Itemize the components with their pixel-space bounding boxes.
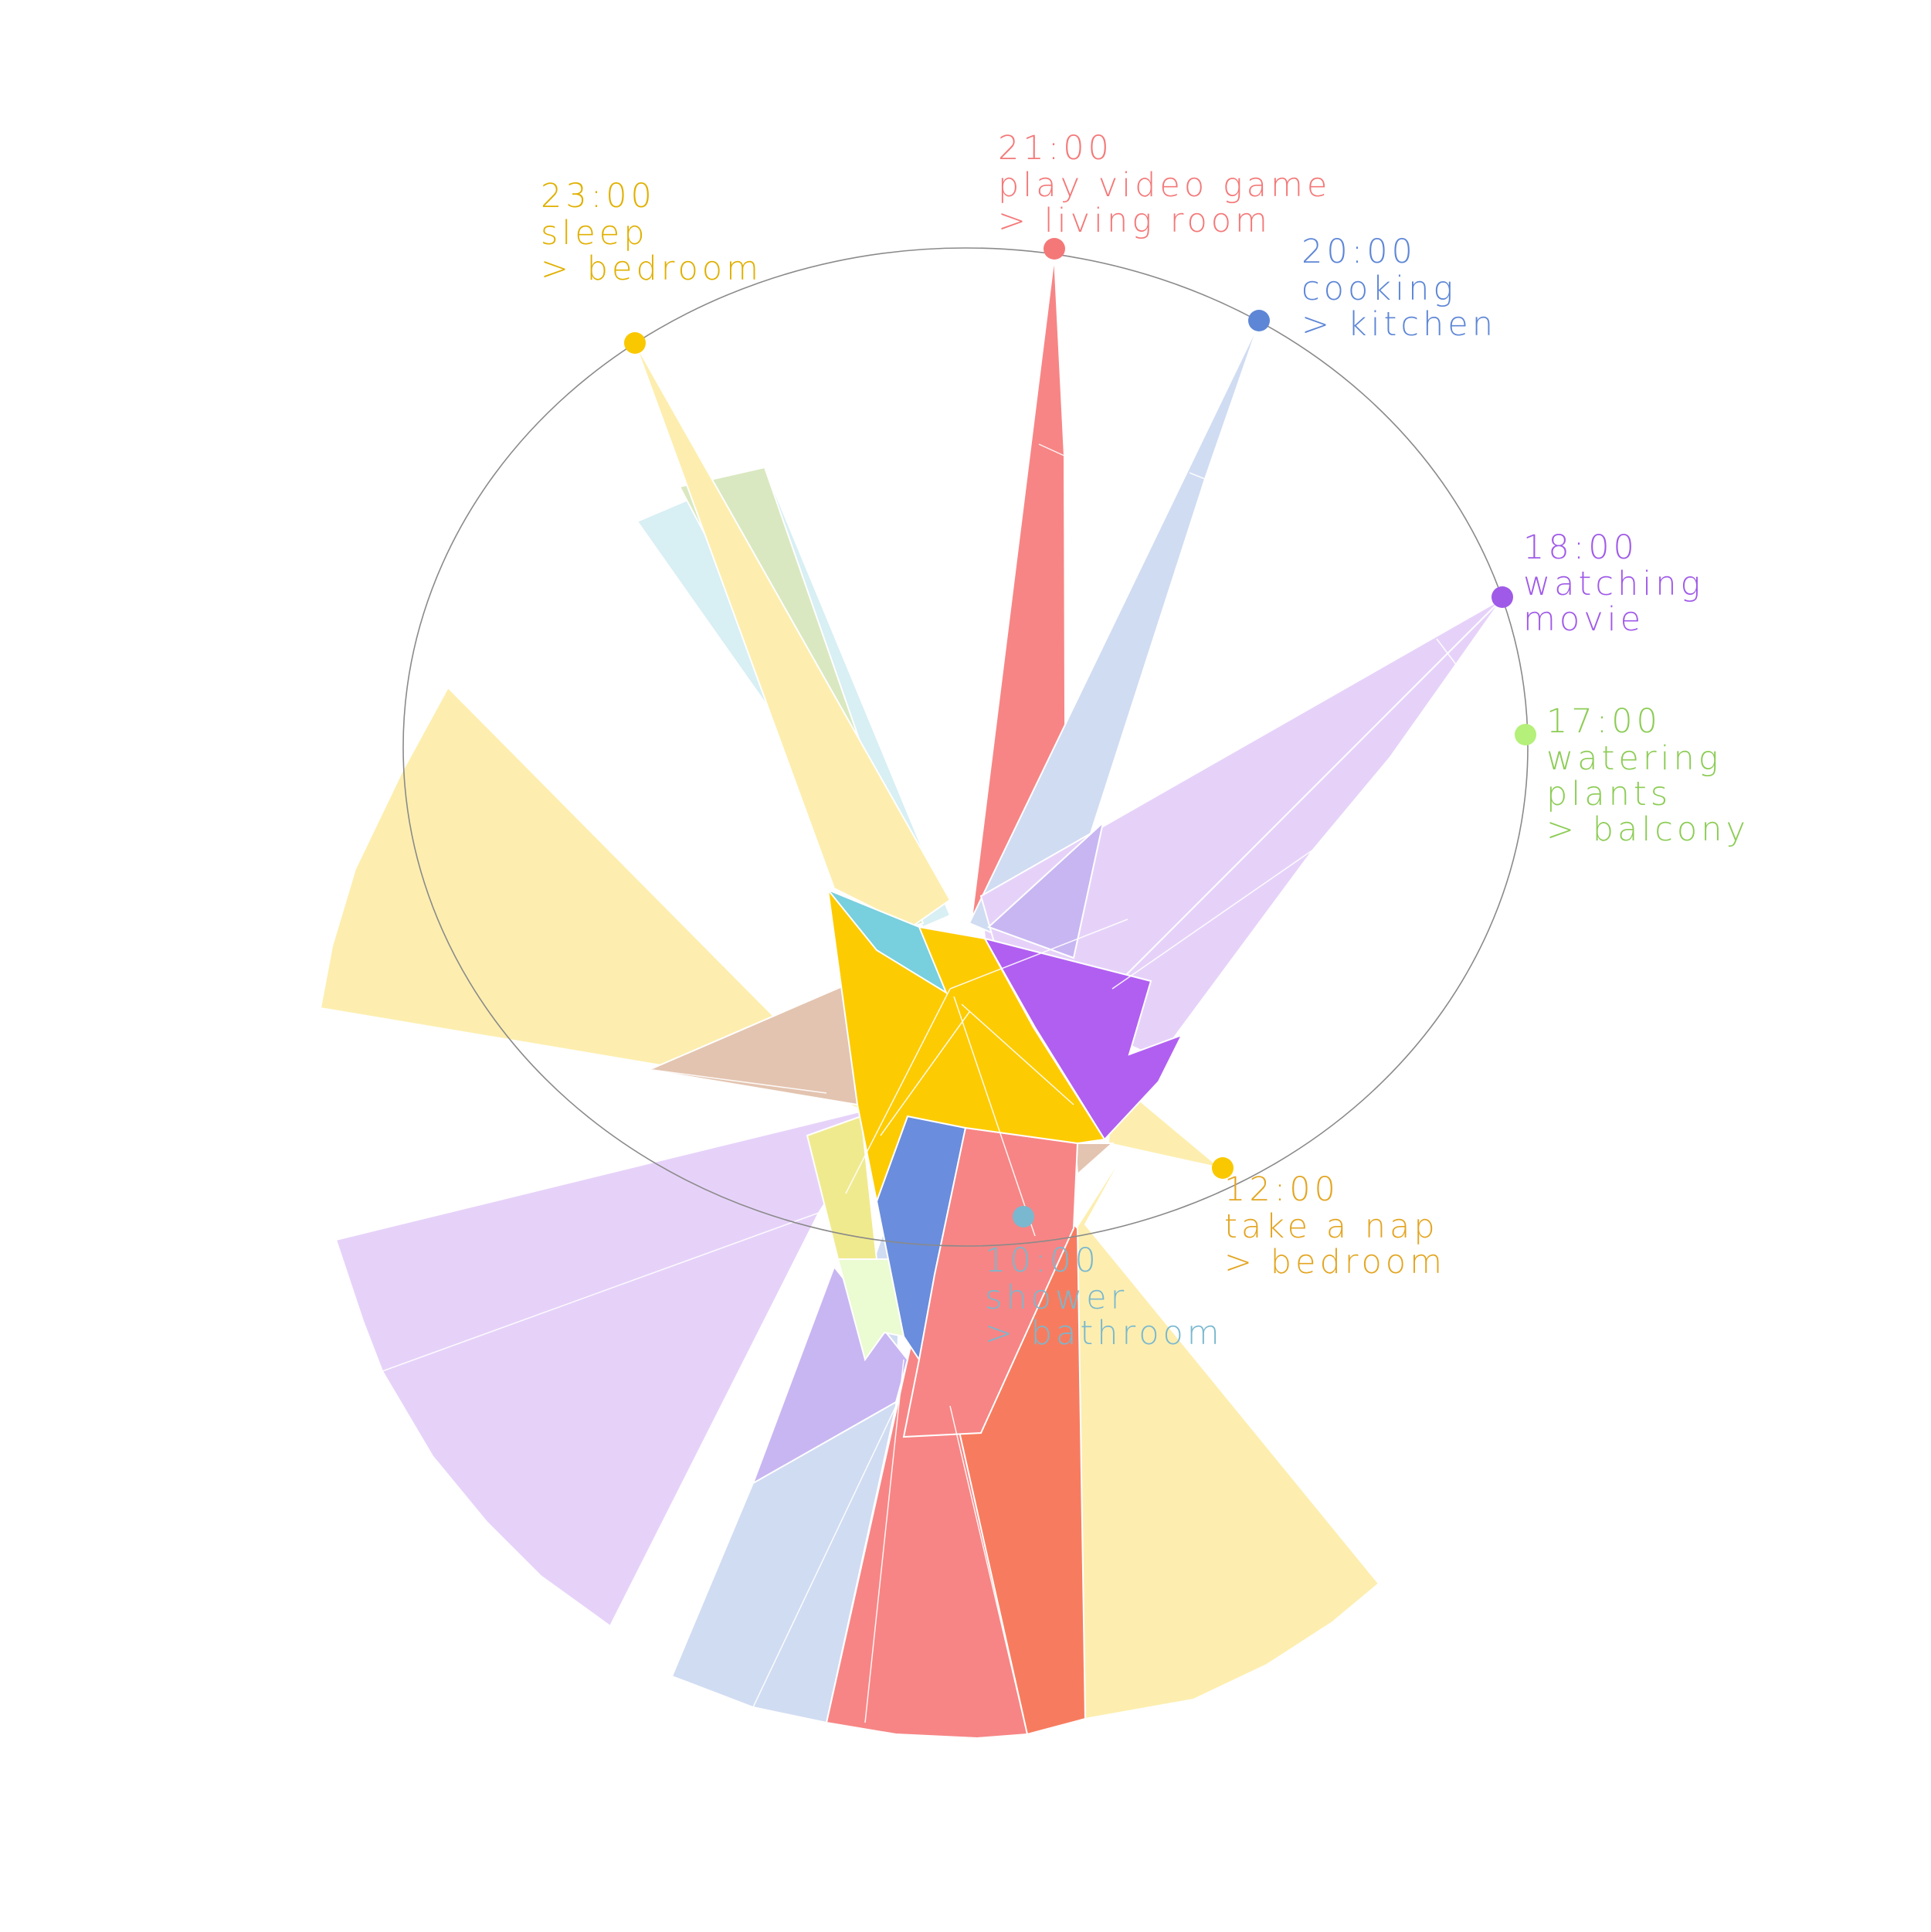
label-cooking-activity: cooking [1301, 270, 1457, 308]
seam-lines [382, 443, 1457, 1735]
label-shower-time: 10:00 [985, 1241, 1100, 1280]
seam [845, 988, 951, 1194]
marker-sleep [624, 332, 646, 354]
movie-wedge-lower-left [334, 1103, 891, 1628]
label-nap-time: 12:00 [1224, 1170, 1339, 1209]
nap-tan-tip [1074, 1143, 1115, 1177]
marker-movie [1492, 586, 1513, 608]
seam [1189, 472, 1206, 480]
seam [953, 996, 1036, 1237]
label-plants-extra: > balcony [1546, 810, 1749, 849]
label-movie: 18:00 watching movie [1523, 528, 1704, 639]
marker-plants [1515, 724, 1536, 745]
marker-game [1044, 238, 1065, 260]
label-nap-room: > bedroom [1224, 1243, 1446, 1282]
label-shower: 10:00 shower > bathroom [985, 1241, 1223, 1353]
label-game-room: > living room [998, 202, 1271, 240]
overlap-purple-blue [987, 820, 1105, 959]
label-plants: 17:00 watering plants > balcony [1546, 702, 1749, 849]
label-nap-activity: take a nap [1224, 1207, 1439, 1246]
label-sleep-room: > bedroom [541, 250, 762, 288]
game-core [902, 1126, 1079, 1438]
label-cooking-time: 20:00 [1301, 233, 1417, 271]
sleep-beam [634, 342, 952, 929]
label-sleep: 23:00 sleep > bedroom [541, 177, 762, 288]
marker-cooking [1248, 310, 1270, 331]
label-plants-time: 17:00 [1546, 702, 1661, 741]
label-cooking: 20:00 cooking > kitchen [1301, 233, 1497, 344]
label-movie-room: movie [1523, 600, 1644, 639]
lower-pale-green [837, 1258, 905, 1362]
label-shower-room: > bathroom [985, 1314, 1223, 1353]
seam [1111, 849, 1314, 990]
time-markers [624, 238, 1536, 1227]
label-nap: 12:00 take a nap > bedroom [1224, 1170, 1446, 1282]
label-game-time: 21:00 [998, 129, 1113, 168]
seam [949, 1405, 1028, 1735]
wedge-layer-core [826, 888, 1184, 1438]
label-movie-time: 18:00 [1523, 528, 1638, 567]
seam [949, 918, 1128, 990]
seam [382, 1212, 820, 1372]
movie-core [982, 937, 1184, 1141]
seam [1038, 443, 1065, 457]
wedge-layer-large [319, 256, 1503, 1740]
label-plants-room: plants [1546, 775, 1671, 813]
label-movie-activity: watching [1523, 565, 1704, 603]
marker-nap [1212, 1157, 1234, 1179]
label-plants-activity: watering [1546, 739, 1722, 778]
shower-core [827, 889, 949, 995]
sleep-core [826, 888, 1106, 1204]
seam [752, 1405, 897, 1708]
label-game: 21:00 play video game > living room [998, 129, 1331, 240]
label-sleep-activity: sleep [541, 214, 649, 253]
label-game-activity: play video game [998, 166, 1331, 205]
clock-ring [402, 247, 1529, 1247]
seam [1436, 638, 1457, 665]
seam [961, 1003, 1074, 1105]
label-shower-activity: shower [985, 1278, 1128, 1317]
label-sleep-time: 23:00 [541, 177, 656, 216]
label-cooking-room: > kitchen [1301, 305, 1497, 344]
seam [880, 1011, 970, 1136]
seam [652, 1069, 827, 1094]
marker-shower [1013, 1206, 1034, 1227]
seam [864, 1359, 904, 1723]
